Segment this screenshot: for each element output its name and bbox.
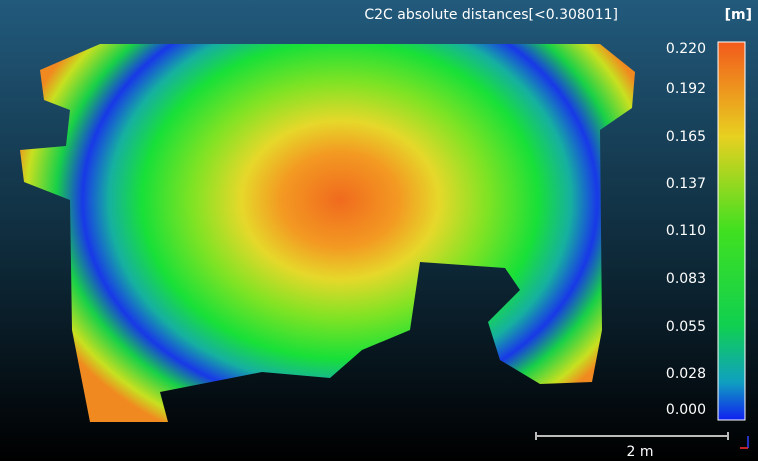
scale-tick: 0.192 <box>666 81 706 97</box>
scale-tick: 0.110 <box>666 223 706 239</box>
viewport: C2C absolute distances[<0.308011] [m] 0.… <box>0 0 758 461</box>
scale-tick: 0.137 <box>666 176 706 192</box>
scale-title: C2C absolute distances[<0.308011] <box>364 7 618 23</box>
scale-tick: 0.028 <box>666 366 706 382</box>
scale-tick: 0.165 <box>666 129 706 145</box>
scale-tick: 0.220 <box>666 41 706 57</box>
point-cloud <box>20 44 635 422</box>
scale-bar-label: 2 m <box>627 444 654 460</box>
scale-tick: 0.083 <box>666 271 706 287</box>
scale-unit: [m] <box>725 7 752 23</box>
color-scale <box>718 42 745 420</box>
scale-tick: 0.055 <box>666 319 706 335</box>
scale-tick: 0.000 <box>666 402 706 418</box>
